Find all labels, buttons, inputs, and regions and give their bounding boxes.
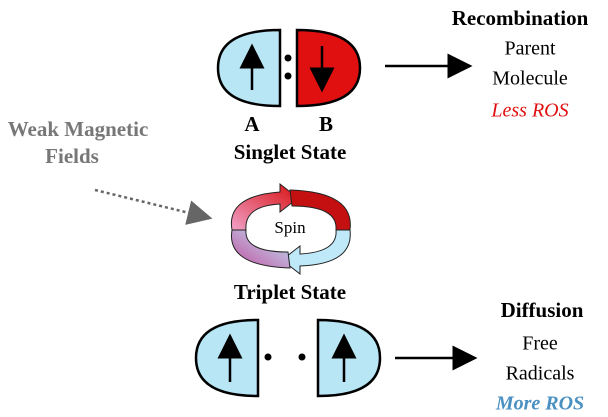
triplet-label: Triplet State — [234, 280, 346, 304]
diagram: A B Singlet State Recombination Parent M… — [0, 0, 608, 417]
recombination-title: Recombination — [452, 6, 589, 30]
recombination-line: Molecule — [492, 68, 568, 90]
recombination-line: Parent — [504, 38, 556, 60]
radical-pair-singlet — [218, 30, 360, 106]
spin-label: Spin — [274, 218, 306, 237]
field-arrow — [95, 190, 210, 218]
diffusion-title: Diffusion — [501, 298, 584, 322]
singlet-label: Singlet State — [234, 140, 347, 164]
recombination-note: Less ROS — [490, 100, 568, 122]
radical-pair-triplet — [196, 320, 380, 396]
diffusion-line: Radicals — [506, 363, 575, 385]
field-label: Fields — [45, 144, 99, 168]
label-b: B — [319, 112, 333, 136]
label-a: A — [244, 112, 260, 136]
field-label: Weak Magnetic — [8, 117, 149, 141]
diffusion-line: Free — [522, 333, 558, 355]
diffusion-note: More ROS — [495, 393, 584, 415]
